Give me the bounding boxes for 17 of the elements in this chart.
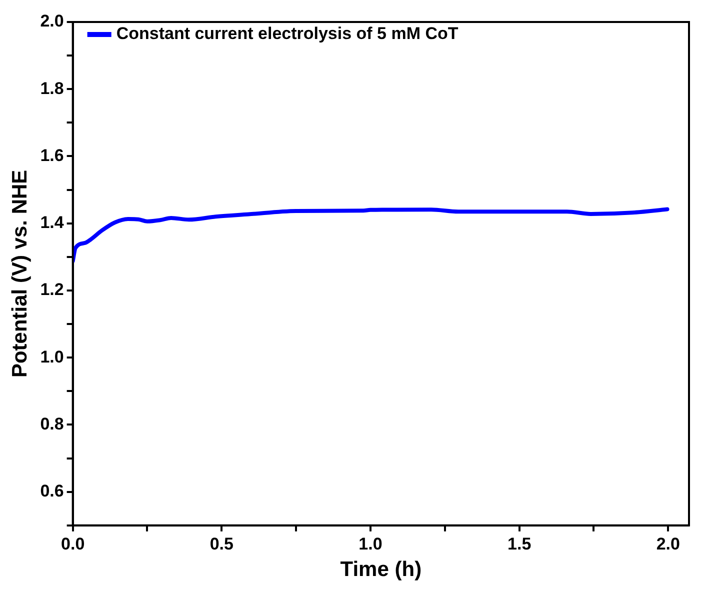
y-tick-label: 1.6 [40,146,64,165]
y-axis-title: Potential (V) vs. NHE [8,170,32,378]
y-tick-label: 1.4 [40,213,64,232]
y-tick-label: 0.8 [40,414,64,434]
x-axis-title: Time (h) [340,558,422,582]
y-tick-label: 0.6 [40,482,64,501]
y-tick-label: 2.0 [40,12,64,31]
y-tick-label: 1.2 [40,280,64,300]
line-series [72,207,670,263]
x-tick-label: 0.0 [61,534,85,554]
x-tick-label: 1.5 [508,534,532,554]
legend-label: Constant current electrolysis of 5 mM CoT [116,24,459,44]
x-tick-label: 1.0 [358,534,382,554]
y-tick-label: 1.0 [40,347,64,366]
y-tick-label: 1.8 [40,78,64,98]
x-tick-label: 0.5 [210,534,234,554]
x-tick-label: 2.0 [656,534,680,554]
